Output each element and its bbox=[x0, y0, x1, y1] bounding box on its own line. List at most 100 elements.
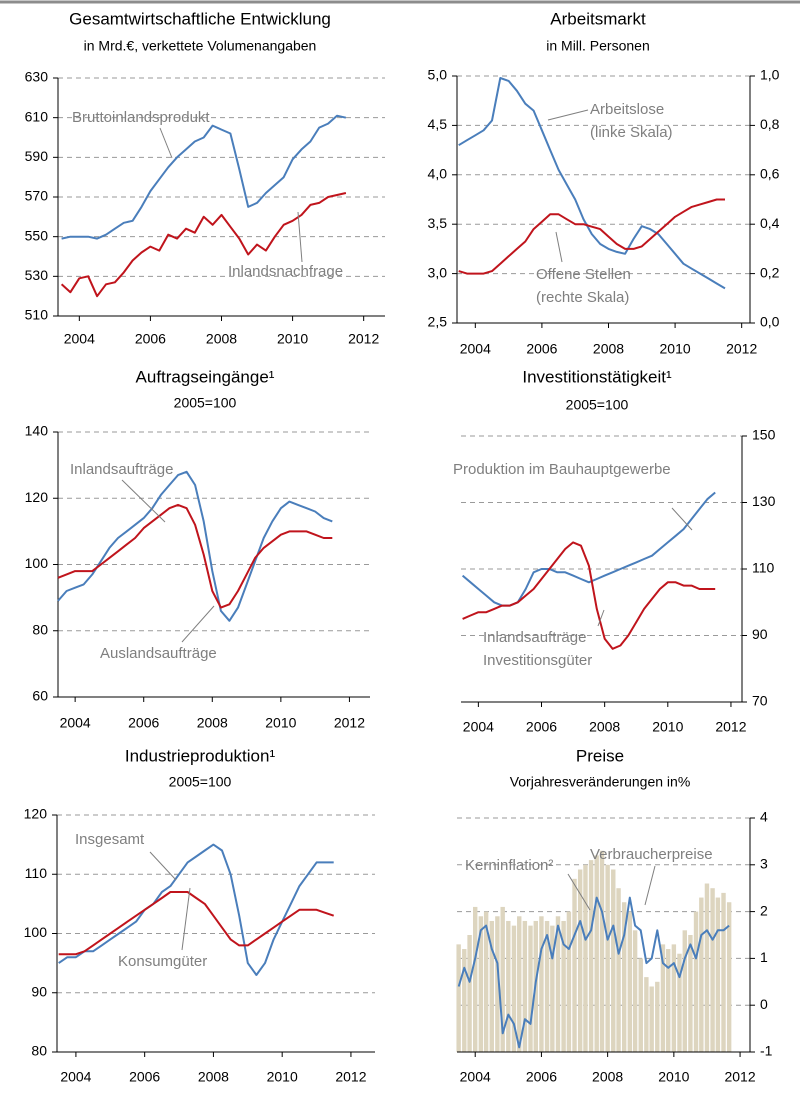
bar bbox=[550, 925, 555, 1052]
chart-title: Investitionstätigkeit¹ bbox=[522, 367, 672, 386]
bar bbox=[638, 958, 643, 1052]
y-tick-label: 120 bbox=[25, 489, 49, 505]
series-label: Konsumgüter bbox=[118, 953, 207, 970]
chart-subtitle: in Mill. Personen bbox=[546, 38, 650, 54]
x-tick-label: 2006 bbox=[135, 331, 166, 347]
series-label: Arbeitslose (linke Skala) bbox=[590, 101, 673, 141]
x-tick-label: 2006 bbox=[526, 1069, 557, 1085]
bar bbox=[566, 911, 572, 1052]
line-series bbox=[457, 896, 730, 1049]
bar bbox=[649, 986, 654, 1052]
series-label: Inlandsnachfrage bbox=[228, 263, 343, 280]
bar bbox=[572, 878, 577, 1052]
label-leader bbox=[671, 507, 693, 531]
bar bbox=[577, 869, 583, 1052]
bar bbox=[682, 930, 687, 1052]
y-tick-label: 150 bbox=[752, 427, 776, 443]
y-tick-label: 5,0 bbox=[428, 67, 448, 83]
bar bbox=[627, 911, 633, 1052]
chart-subtitle: Vorjahresveränderungen in% bbox=[510, 774, 691, 790]
label-leader bbox=[121, 479, 166, 523]
bar bbox=[693, 911, 699, 1052]
y-tick-label: 590 bbox=[25, 148, 49, 164]
label-leader bbox=[159, 127, 173, 159]
series-label: Inlandsaufträge bbox=[70, 461, 173, 478]
chart-subtitle: in Mrd.€, verkettete Volumenangaben bbox=[84, 38, 317, 54]
bar bbox=[660, 944, 666, 1052]
bar bbox=[704, 883, 710, 1052]
chart-subtitle: 2005=100 bbox=[566, 397, 629, 413]
line-series bbox=[462, 541, 716, 650]
y-tick-label: 0,6 bbox=[760, 166, 780, 182]
series-label: Auslandsaufträge bbox=[100, 645, 217, 662]
label-leader bbox=[597, 609, 605, 627]
series-label: Produktion im Bauhauptgewerbe bbox=[453, 461, 671, 478]
y-tick-label: 120 bbox=[24, 806, 48, 822]
x-tick-label: 2008 bbox=[589, 719, 620, 735]
chart-title: Arbeitsmarkt bbox=[550, 9, 646, 28]
y-tick-label: 4,0 bbox=[428, 166, 448, 182]
bar bbox=[467, 935, 472, 1052]
x-tick-label: 2010 bbox=[267, 1069, 298, 1085]
y-tick-label: 3,5 bbox=[428, 215, 448, 231]
y-tick-label: 0,4 bbox=[760, 215, 780, 231]
chart-title: Industrieproduktion¹ bbox=[125, 746, 276, 765]
x-tick-label: 2008 bbox=[198, 1069, 229, 1085]
bar bbox=[671, 944, 677, 1052]
series-label: Verbraucherpreise bbox=[590, 846, 713, 863]
y-tick-label: 610 bbox=[25, 108, 49, 124]
bar bbox=[715, 897, 721, 1052]
bar bbox=[605, 864, 610, 1052]
bar bbox=[483, 911, 489, 1052]
bar bbox=[644, 977, 649, 1052]
y-tick-label: 2,5 bbox=[428, 314, 448, 330]
bar bbox=[726, 902, 732, 1052]
x-tick-label: 2012 bbox=[726, 341, 757, 357]
bar bbox=[599, 850, 605, 1052]
label-leader bbox=[181, 887, 191, 951]
label-leader bbox=[555, 231, 563, 263]
bar bbox=[721, 892, 726, 1052]
line-series bbox=[458, 77, 726, 290]
bar bbox=[544, 920, 550, 1052]
line-series bbox=[461, 491, 716, 607]
x-tick-label: 2010 bbox=[658, 1069, 689, 1085]
chart-subtitle: 2005=100 bbox=[169, 774, 232, 790]
bar bbox=[478, 916, 484, 1052]
series-label: Insgesamt bbox=[75, 831, 145, 848]
bar bbox=[666, 949, 671, 1052]
line-series bbox=[57, 470, 333, 622]
bar bbox=[500, 906, 505, 1052]
series-label: Inlandsaufträge Investitionsgüter bbox=[483, 629, 592, 669]
x-tick-label: 2006 bbox=[128, 715, 159, 731]
bar bbox=[611, 869, 616, 1052]
y-tick-label: 1,0 bbox=[760, 67, 780, 83]
x-tick-label: 2004 bbox=[60, 715, 91, 731]
label-leader bbox=[547, 109, 589, 121]
y-tick-label: 0,0 bbox=[760, 314, 780, 330]
y-tick-label: 4 bbox=[760, 809, 768, 825]
y-tick-label: 570 bbox=[25, 188, 49, 204]
bar bbox=[522, 920, 528, 1052]
bar bbox=[710, 888, 715, 1052]
y-tick-label: 70 bbox=[752, 693, 768, 709]
label-leader bbox=[149, 851, 177, 881]
x-tick-label: 2008 bbox=[206, 331, 237, 347]
bar bbox=[699, 897, 704, 1052]
x-tick-label: 2008 bbox=[197, 715, 228, 731]
label-leader bbox=[567, 873, 591, 911]
x-tick-label: 2004 bbox=[460, 1069, 491, 1085]
y-tick-label: 550 bbox=[25, 227, 49, 243]
y-tick-label: 90 bbox=[752, 626, 768, 642]
bar bbox=[688, 935, 693, 1052]
bar bbox=[473, 906, 478, 1052]
label-leader bbox=[181, 605, 215, 643]
x-tick-label: 2004 bbox=[64, 331, 95, 347]
label-leader bbox=[297, 211, 303, 263]
x-tick-label: 2012 bbox=[715, 719, 746, 735]
y-tick-label: 100 bbox=[25, 555, 49, 571]
y-tick-label: 110 bbox=[25, 865, 48, 881]
x-tick-label: 2008 bbox=[592, 1069, 623, 1085]
bar bbox=[489, 920, 494, 1052]
